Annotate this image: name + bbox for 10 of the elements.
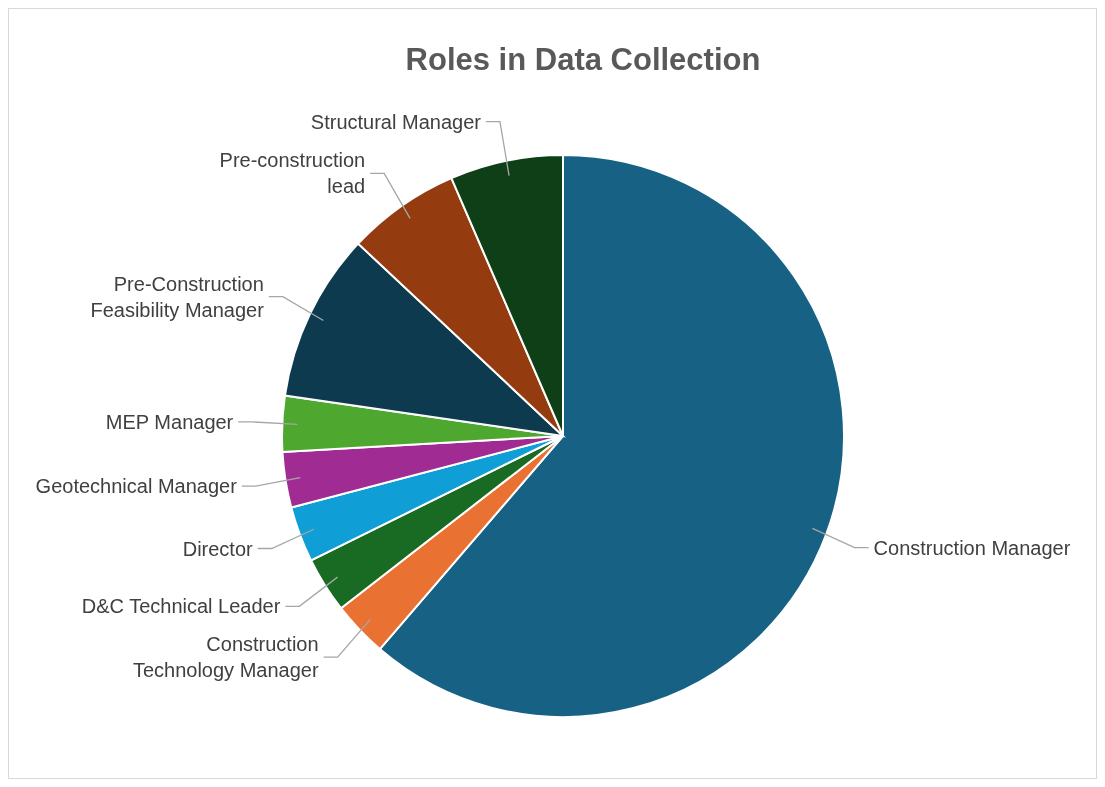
slice-label: D&C Technical Leader [81,595,281,618]
slice-label: Structural Manager [310,110,482,133]
chart-title: Roles in Data Collection [405,42,761,77]
slice-label: Pre-Construction Feasibility Manager [90,272,265,321]
slice-label: Geotechnical Manager [35,475,238,498]
slice-label: MEP Manager [105,410,234,433]
slice-label: Pre-construction lead [219,149,366,198]
slice-label: Construction Technology Manager [132,633,319,682]
slice-label: Director [182,537,254,560]
slice-label: Construction Manager [873,536,1071,559]
